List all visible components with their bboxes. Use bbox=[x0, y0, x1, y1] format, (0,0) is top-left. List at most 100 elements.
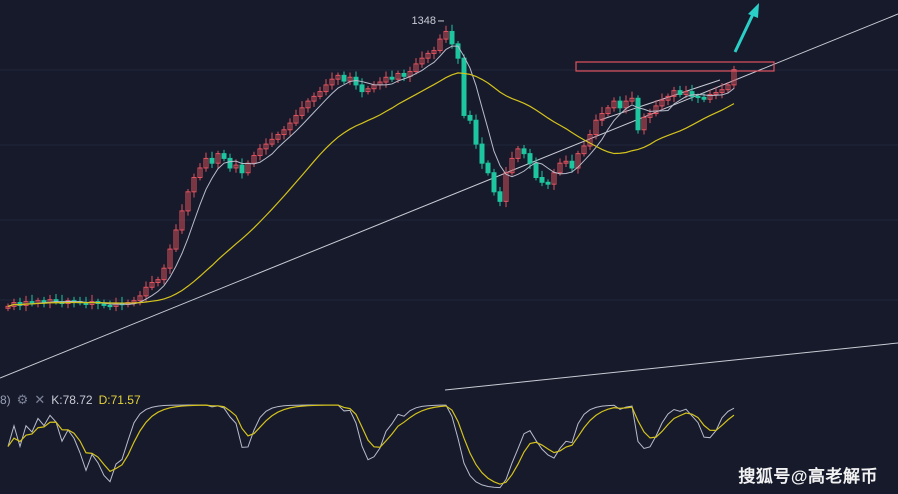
candle-body bbox=[155, 279, 161, 283]
candle-body bbox=[449, 30, 455, 45]
candle-body bbox=[293, 114, 299, 124]
breakout-arrow-head bbox=[748, 3, 759, 18]
candle-body bbox=[491, 172, 497, 193]
candle-body bbox=[653, 105, 659, 115]
candle-body bbox=[191, 177, 197, 193]
candle-body bbox=[527, 153, 533, 164]
candle-body bbox=[575, 153, 581, 169]
candle-body bbox=[149, 282, 155, 288]
candle-body bbox=[443, 30, 449, 40]
candle-body bbox=[335, 74, 341, 80]
candle-body bbox=[725, 84, 731, 91]
candle-body bbox=[251, 155, 257, 164]
candle-body bbox=[275, 134, 281, 140]
candle-body bbox=[203, 157, 209, 169]
candle-body bbox=[659, 99, 665, 107]
candle-body bbox=[419, 57, 425, 65]
candle-body bbox=[137, 295, 143, 302]
candle-body bbox=[317, 91, 323, 97]
candle-body bbox=[479, 143, 485, 164]
candle-body bbox=[545, 181, 551, 185]
candle-body bbox=[227, 157, 233, 169]
candle-body bbox=[689, 91, 695, 97]
candle-body bbox=[311, 95, 317, 102]
breakout-arrow-shaft bbox=[733, 11, 756, 53]
ma-short-line bbox=[7, 45, 735, 307]
d-value-label: D:71.57 bbox=[98, 393, 141, 407]
candle-body bbox=[587, 134, 593, 147]
candle-body bbox=[569, 160, 575, 169]
k-value-label: K:78.72 bbox=[51, 393, 93, 407]
candle-body bbox=[677, 90, 683, 95]
watermark: 搜狐号@高老解币 bbox=[738, 467, 878, 486]
candle-body bbox=[281, 129, 287, 136]
candle-body bbox=[437, 38, 443, 52]
candle-body bbox=[563, 160, 569, 164]
candle-body bbox=[719, 89, 725, 94]
candle-body bbox=[617, 100, 623, 109]
candle-body bbox=[401, 72, 407, 77]
candle-body bbox=[185, 191, 191, 212]
candle-body bbox=[299, 107, 305, 116]
candle-body bbox=[287, 122, 293, 131]
candle-body bbox=[623, 100, 629, 109]
indicator-bar: 8) ⚙ ✕ K:78.72 D:71.57 bbox=[0, 390, 141, 410]
candle-body bbox=[413, 63, 419, 73]
candle-body bbox=[581, 145, 587, 155]
candle-body bbox=[521, 148, 527, 155]
candle-body bbox=[329, 78, 335, 86]
candle-body bbox=[671, 90, 677, 97]
candle-body bbox=[635, 97, 641, 131]
trendline-main bbox=[0, 13, 898, 379]
candle-body bbox=[257, 148, 263, 157]
candle-body bbox=[179, 210, 185, 231]
candle-body bbox=[647, 113, 653, 118]
kdj-d-line bbox=[7, 404, 735, 485]
candle-body bbox=[107, 304, 113, 308]
candle-body bbox=[497, 191, 503, 202]
candle-body bbox=[365, 88, 371, 93]
candle-body bbox=[305, 100, 311, 109]
candle-body bbox=[473, 119, 479, 145]
candle-body bbox=[713, 92, 719, 95]
candle-body bbox=[605, 107, 611, 115]
candle-body bbox=[143, 286, 149, 297]
candle-body bbox=[593, 119, 599, 136]
candle-body bbox=[239, 164, 245, 174]
candle-body bbox=[395, 72, 401, 80]
candle-body bbox=[665, 95, 671, 101]
candle-body bbox=[455, 43, 461, 59]
candle-body bbox=[695, 95, 701, 99]
indicator-prefix: 8) bbox=[0, 393, 11, 407]
candle-body bbox=[509, 157, 515, 174]
candle-body bbox=[461, 57, 467, 116]
candle-body bbox=[629, 97, 635, 102]
candle-body bbox=[515, 148, 521, 159]
peak-price-label: 1348 bbox=[412, 15, 436, 27]
settings-icon[interactable]: ⚙ bbox=[16, 392, 29, 407]
candle-body bbox=[683, 91, 689, 95]
candle-body bbox=[197, 167, 203, 178]
candle-body bbox=[485, 162, 491, 174]
kdj-k-line bbox=[7, 404, 735, 489]
candle-body bbox=[173, 229, 179, 250]
candle-body bbox=[425, 52, 431, 59]
candle-body bbox=[323, 84, 329, 93]
candle-body bbox=[215, 153, 221, 164]
close-icon[interactable]: ✕ bbox=[34, 392, 46, 407]
candle-body bbox=[383, 76, 389, 83]
candle-body bbox=[221, 153, 227, 159]
candle-body bbox=[209, 157, 215, 164]
trendline-lower bbox=[444, 342, 898, 391]
candle-body bbox=[359, 84, 365, 93]
candle-body bbox=[611, 100, 617, 109]
candle-body bbox=[557, 162, 563, 174]
candle-body bbox=[731, 69, 737, 86]
candle-body bbox=[599, 113, 605, 121]
candle-body bbox=[341, 74, 347, 82]
candle-body bbox=[431, 50, 437, 54]
ma-long-line bbox=[7, 72, 735, 307]
candle-body bbox=[707, 93, 713, 100]
